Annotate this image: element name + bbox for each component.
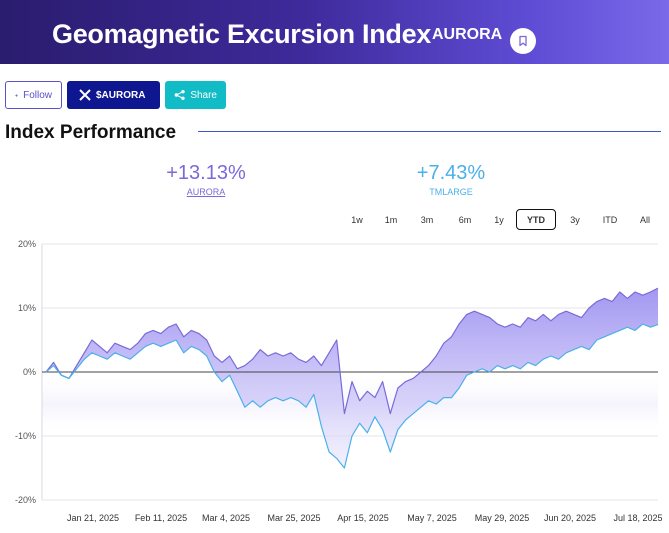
performance-label: TMLARGE [429, 187, 473, 197]
x-logo-icon [79, 89, 91, 101]
x-tick-label: Mar 4, 2025 [202, 513, 250, 523]
section-title: Index Performance [5, 122, 177, 143]
action-buttons: Follow $AURORA Share [5, 81, 226, 109]
bookmark-button[interactable] [510, 28, 536, 54]
ticker-badge: AURORA [432, 26, 503, 43]
x-label: $AURORA [96, 89, 146, 101]
range-3m[interactable]: 3m [420, 214, 434, 225]
y-tick-label: 0% [23, 367, 36, 377]
x-tick-label: May 7, 2025 [407, 513, 457, 523]
range-3y[interactable]: 3y [570, 214, 580, 225]
share-icon [174, 90, 185, 100]
series-line-tmlarge [45, 323, 659, 469]
x-tick-label: Jul 18, 2025 [613, 513, 662, 523]
range-ytd[interactable]: YTD [516, 209, 556, 230]
x-share-button[interactable]: $AURORA [67, 81, 160, 109]
share-button[interactable]: Share [165, 81, 226, 109]
y-tick-label: 10% [18, 303, 36, 313]
page-title: Geomagnetic Excursion Index [52, 19, 432, 49]
performance-value: +7.43% [416, 162, 486, 184]
x-tick-label: May 29, 2025 [475, 513, 530, 523]
x-tick-label: Mar 25, 2025 [267, 513, 320, 523]
y-tick-label: 20% [18, 239, 36, 249]
performance-tmlarge: +7.43% TMLARGE [405, 162, 497, 197]
performance-chart[interactable]: 20% 10% 0% -10% -20% Jan 21, 2025 Feb 11, 2025… [0, 234, 669, 533]
performance-value: +13.13% [166, 162, 246, 184]
plus-icon [15, 93, 18, 97]
bookmark-icon [519, 35, 527, 47]
x-tick-label: Feb 11, 2025 [135, 513, 187, 523]
follow-button[interactable]: Follow [5, 81, 62, 109]
range-1y[interactable]: 1y [494, 214, 504, 225]
x-tick-label: Jan 21, 2025 [67, 513, 119, 523]
range-itd[interactable]: ITD [602, 214, 618, 225]
performance-label[interactable]: AURORA [186, 187, 226, 197]
range-1m[interactable]: 1m [384, 214, 398, 225]
y-tick-label: -20% [15, 495, 36, 505]
range-1w[interactable]: 1w [351, 214, 363, 225]
x-tick-label: Apr 15, 2025 [337, 513, 389, 523]
header-banner: Geomagnetic Excursion Index AURORA [0, 0, 669, 64]
range-6m[interactable]: 6m [458, 214, 472, 225]
y-tick-label: -10% [15, 431, 36, 441]
area-between-series [46, 288, 658, 468]
range-all[interactable]: All [639, 214, 650, 225]
x-tick-label: Jun 20, 2025 [544, 513, 596, 523]
follow-label: Follow [23, 89, 52, 101]
performance-aurora: +13.13% AURORA [160, 162, 252, 197]
series-line-aurora [45, 287, 659, 415]
share-label: Share [190, 89, 217, 101]
section-divider [198, 131, 661, 132]
